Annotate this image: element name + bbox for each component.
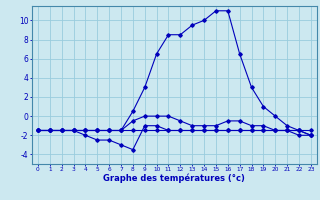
X-axis label: Graphe des températures (°c): Graphe des températures (°c) — [103, 174, 245, 183]
